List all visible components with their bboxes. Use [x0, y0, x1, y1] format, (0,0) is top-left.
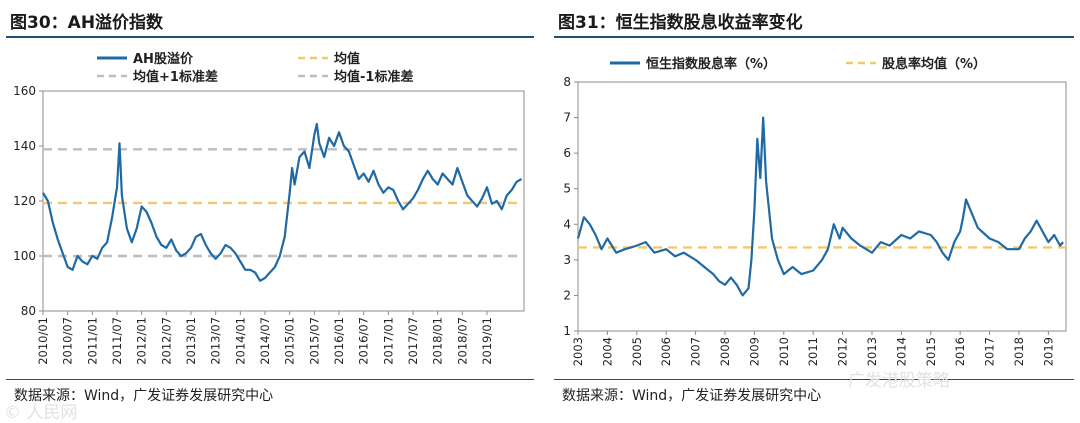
x-tick-label: 2011/01 — [85, 317, 99, 365]
x-tick-label: 2005 — [630, 337, 644, 366]
x-tick-label: 2008 — [718, 337, 732, 366]
x-tick-label: 2016/01 — [332, 317, 346, 365]
x-tick-label: 2003 — [571, 337, 585, 366]
legend-label: AH股溢价 — [133, 51, 194, 67]
panel-ah-premium: 图30：AH溢价指数 80 100 120 140 160 2010/01 2010/07 2… — [0, 0, 540, 423]
series-line — [42, 122, 523, 282]
dividend-yield-chart: 1 2 3 4 5 6 7 8 2003 2004 2005 2006 2007 2008 2009 2010… — [563, 56, 1067, 366]
title-rule — [6, 36, 534, 38]
x-tick-label: 2016/07 — [357, 317, 371, 365]
y-tick-label: 140 — [13, 139, 36, 153]
y-tick-label: 1 — [563, 324, 571, 338]
y-tick-label: 2 — [563, 288, 571, 302]
x-tick-label: 2019 — [1041, 337, 1055, 366]
x-tick-label: 2016 — [953, 337, 967, 366]
x-tick-label: 2014 — [894, 337, 908, 366]
x-tick-label: 2007 — [689, 337, 703, 366]
legend-item: AH股溢价 — [97, 51, 194, 67]
chart-title-ah: 图30：AH溢价指数 — [10, 13, 164, 33]
x-tick-label: 2014/07 — [258, 317, 272, 365]
source-note-right: 数据来源：Wind，广发证券发展研究中心 — [562, 388, 822, 404]
series-line — [576, 116, 1064, 297]
x-tick-label: 2013/07 — [209, 317, 223, 365]
x-tick-label: 2011 — [806, 337, 820, 366]
x-tick-label: 2013 — [865, 337, 879, 366]
x-tick-label: 2018/07 — [455, 317, 469, 365]
x-tick-label: 2019/01 — [480, 317, 494, 365]
x-tick-label: 2010/07 — [61, 317, 75, 365]
source-rule — [6, 379, 534, 380]
y-tick-label: 6 — [563, 146, 571, 160]
x-tick-label: 2011/07 — [110, 317, 124, 365]
legend-label: 股息率均值（%） — [882, 56, 986, 72]
ah-premium-chart: 80 100 120 140 160 2010/01 2010/07 2011/01 2011/… — [13, 51, 525, 365]
x-tick-label: 2015/01 — [283, 317, 297, 365]
y-tick-label: 8 — [563, 75, 571, 89]
plot-frame — [577, 81, 1067, 332]
y-tick-label: 160 — [13, 84, 36, 98]
x-tick-label: 2018/01 — [431, 317, 445, 365]
y-tick-label: 3 — [563, 253, 571, 267]
x-tick-label: 2015/07 — [307, 317, 321, 365]
x-tick-label: 2010/01 — [36, 317, 50, 365]
x-tick-label: 2012 — [836, 337, 850, 366]
legend-item: 均值 — [298, 51, 360, 67]
panel-dividend-yield: 图31：恒生指数股息收益率变化 1 2 3 4 5 6 7 8 2003 2004 2005 2006… — [548, 0, 1080, 422]
legend-label: 恒生指数股息率（%） — [646, 56, 776, 72]
x-tick-label: 2010 — [777, 337, 791, 366]
y-tick-label: 120 — [13, 194, 36, 208]
x-tick-label: 2012/01 — [135, 317, 149, 365]
x-tick-label: 2006 — [659, 337, 673, 366]
y-tick-label: 80 — [21, 304, 36, 318]
x-tick-label: 2014/01 — [233, 317, 247, 365]
x-tick-label: 2017 — [983, 337, 997, 366]
y-tick-label: 7 — [563, 111, 571, 125]
y-tick-label: 100 — [13, 249, 36, 263]
x-tick-label: 2017/07 — [406, 317, 420, 365]
x-tick-label: 2015 — [924, 337, 938, 366]
legend-item: 均值+1标准差 — [97, 69, 218, 85]
x-tick-label: 2012/07 — [159, 317, 173, 365]
title-rule — [554, 36, 1074, 38]
legend-item: 股息率均值（%） — [846, 56, 986, 72]
y-tick-label: 5 — [563, 182, 571, 196]
legend-label: 均值+1标准差 — [133, 69, 218, 85]
x-tick-label: 2004 — [600, 337, 614, 366]
x-tick-label: 2009 — [747, 337, 761, 366]
y-tick-label: 4 — [563, 217, 571, 231]
source-note-left: 数据来源：Wind，广发证券发展研究中心 — [14, 388, 274, 404]
x-tick-label: 2013/01 — [184, 317, 198, 365]
x-tick-label: 2017/01 — [381, 317, 395, 365]
legend-item: 均值-1标准差 — [298, 69, 413, 85]
x-tick-label: 2018 — [1012, 337, 1026, 366]
watermark-right: 广发港股策略 — [848, 371, 950, 391]
legend-item: 恒生指数股息率（%） — [610, 56, 776, 72]
watermark-left: © 人民网 — [4, 403, 78, 423]
legend-label: 均值-1标准差 — [334, 69, 413, 85]
legend-label: 均值 — [334, 51, 360, 67]
source-rule — [554, 379, 1074, 380]
chart-title-dividend: 图31：恒生指数股息收益率变化 — [558, 13, 803, 33]
